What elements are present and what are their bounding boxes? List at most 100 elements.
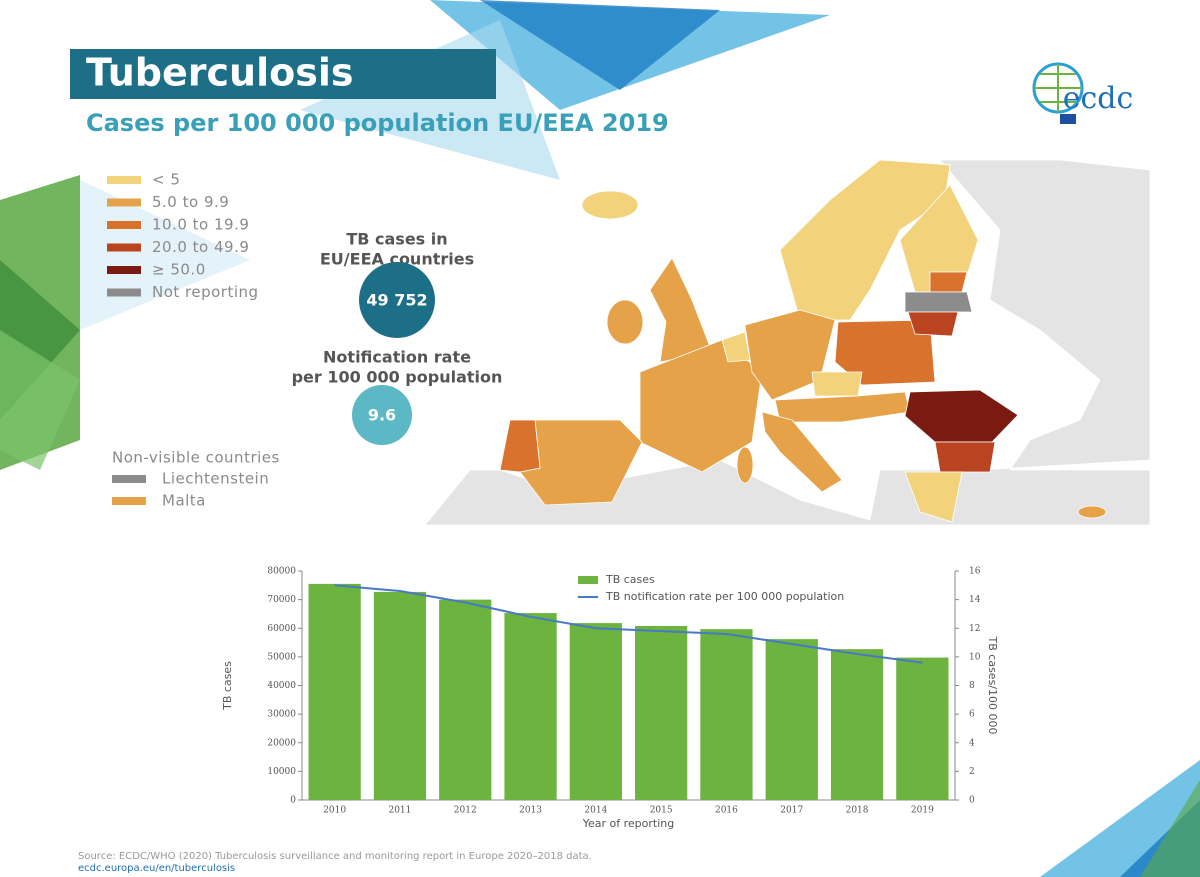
y-axis-label: TB cases — [221, 661, 234, 711]
y2-tick-label: 14 — [969, 595, 981, 605]
legend-swatch — [107, 221, 141, 229]
stat-label: Notification rate — [323, 348, 471, 367]
bar — [896, 657, 949, 800]
legend-swatch — [107, 266, 141, 274]
legend-label: TB notification rate per 100 000 populat… — [605, 590, 844, 603]
x-tick-label: 2013 — [519, 806, 542, 816]
non-visible-title: Non-visible countries — [112, 449, 280, 467]
y-tick-label: 20000 — [267, 738, 296, 748]
country — [649, 257, 713, 363]
source: Source: ECDC/WHO (2020) Tuberculosis sur… — [78, 851, 592, 862]
legend-swatch — [112, 497, 146, 505]
country — [934, 441, 996, 473]
bar — [700, 629, 753, 800]
country — [1077, 505, 1107, 519]
country — [581, 190, 639, 220]
legend-label: 10.0 to 19.9 — [152, 216, 249, 234]
country — [904, 291, 973, 313]
title-box — [70, 49, 496, 99]
bar — [439, 599, 492, 800]
x-tick-label: 2010 — [323, 806, 346, 816]
subtitle: Cases per 100 000 population EU/EEA 2019 — [86, 109, 669, 137]
bar — [504, 613, 557, 800]
y2-tick-label: 6 — [969, 710, 975, 720]
y-tick-label: 40000 — [267, 681, 296, 691]
legend-swatch — [107, 288, 141, 297]
stat-circle — [359, 262, 435, 338]
y2-tick-label: 4 — [969, 738, 975, 748]
country — [736, 446, 754, 484]
legend-label: TB cases — [605, 573, 655, 586]
legend-label: Malta — [162, 492, 206, 510]
non-visible-legend: Liechtenstein Malta — [112, 470, 269, 510]
y-tick-label: 80000 — [267, 567, 296, 577]
source-url: ecdc.europa.eu/en/tuberculosis — [78, 863, 235, 874]
bar — [635, 625, 688, 800]
stat-value: 49 752 — [366, 291, 427, 310]
x-tick-label: 2015 — [650, 806, 673, 816]
stat-label: TB cases in — [346, 230, 447, 249]
logo: ecdc — [1032, 62, 1134, 124]
country — [907, 311, 959, 337]
y-tick-label: 10000 — [267, 767, 296, 777]
bar — [830, 649, 884, 800]
y-tick-label: 70000 — [267, 595, 296, 605]
country — [606, 299, 644, 345]
bar — [765, 639, 818, 800]
y2-axis-label: TB cases/100 000 — [986, 636, 999, 735]
legend-label: ≥ 50.0 — [152, 261, 206, 279]
map — [424, 159, 1151, 526]
y-tick-label: 30000 — [267, 710, 296, 720]
y-tick-label: 50000 — [267, 652, 296, 662]
legend-label: Liechtenstein — [162, 470, 269, 488]
bar — [308, 583, 361, 800]
chart: 0 10000 20000 30000 40000 50000 60000 70000 8000… — [221, 567, 999, 831]
stat-value: 9.6 — [368, 406, 396, 425]
country — [499, 419, 541, 473]
y2-tick-label: 16 — [969, 567, 981, 577]
stat-circle — [352, 385, 412, 445]
y-tick-label: 60000 — [267, 624, 296, 634]
y-tick-label: 0 — [290, 796, 296, 806]
legend-label: < 5 — [152, 171, 180, 189]
country — [929, 271, 968, 293]
y2-tick-label: 2 — [969, 767, 975, 777]
stat-label: per 100 000 population — [292, 368, 503, 387]
legend-swatch — [107, 198, 141, 207]
y2-tick-label: 8 — [969, 681, 975, 691]
country — [904, 389, 1019, 443]
x-tick-label: 2017 — [780, 806, 803, 816]
bar — [373, 591, 427, 800]
legend-label: Not reporting — [152, 283, 259, 301]
country — [761, 411, 843, 493]
x-tick-label: 2012 — [454, 806, 477, 816]
x-axis-label: Year of reporting — [582, 817, 675, 830]
legend-swatch — [112, 475, 146, 483]
country — [779, 159, 951, 321]
legend-swatch — [578, 576, 598, 584]
x-tick-label: 2016 — [715, 806, 738, 816]
legend-label: 20.0 to 49.9 — [152, 238, 249, 256]
title: Tuberculosis — [86, 51, 353, 95]
stat-label: EU/EEA countries — [320, 250, 474, 269]
legend-swatch — [107, 176, 141, 184]
x-tick-label: 2019 — [911, 806, 934, 816]
logo-text: ecdc — [1063, 81, 1134, 116]
legend-label: 5.0 to 9.9 — [152, 193, 229, 211]
country — [904, 471, 963, 523]
line — [334, 584, 923, 664]
y2-tick-label: 12 — [969, 624, 980, 634]
y2-tick-label: 10 — [969, 652, 981, 662]
country — [899, 184, 979, 293]
country — [774, 391, 911, 423]
x-tick-label: 2018 — [846, 806, 869, 816]
x-tick-label: 2011 — [388, 806, 411, 816]
y2-tick-label: 0 — [969, 796, 975, 806]
non-eu-land — [424, 159, 1151, 526]
x-tick-label: 2014 — [584, 806, 607, 816]
country — [811, 371, 863, 397]
bar — [569, 623, 622, 800]
map-legend: < 5 5.0 to 9.9 10.0 to 19.9 20.0 to 49.9 ≥ 5… — [107, 171, 259, 301]
